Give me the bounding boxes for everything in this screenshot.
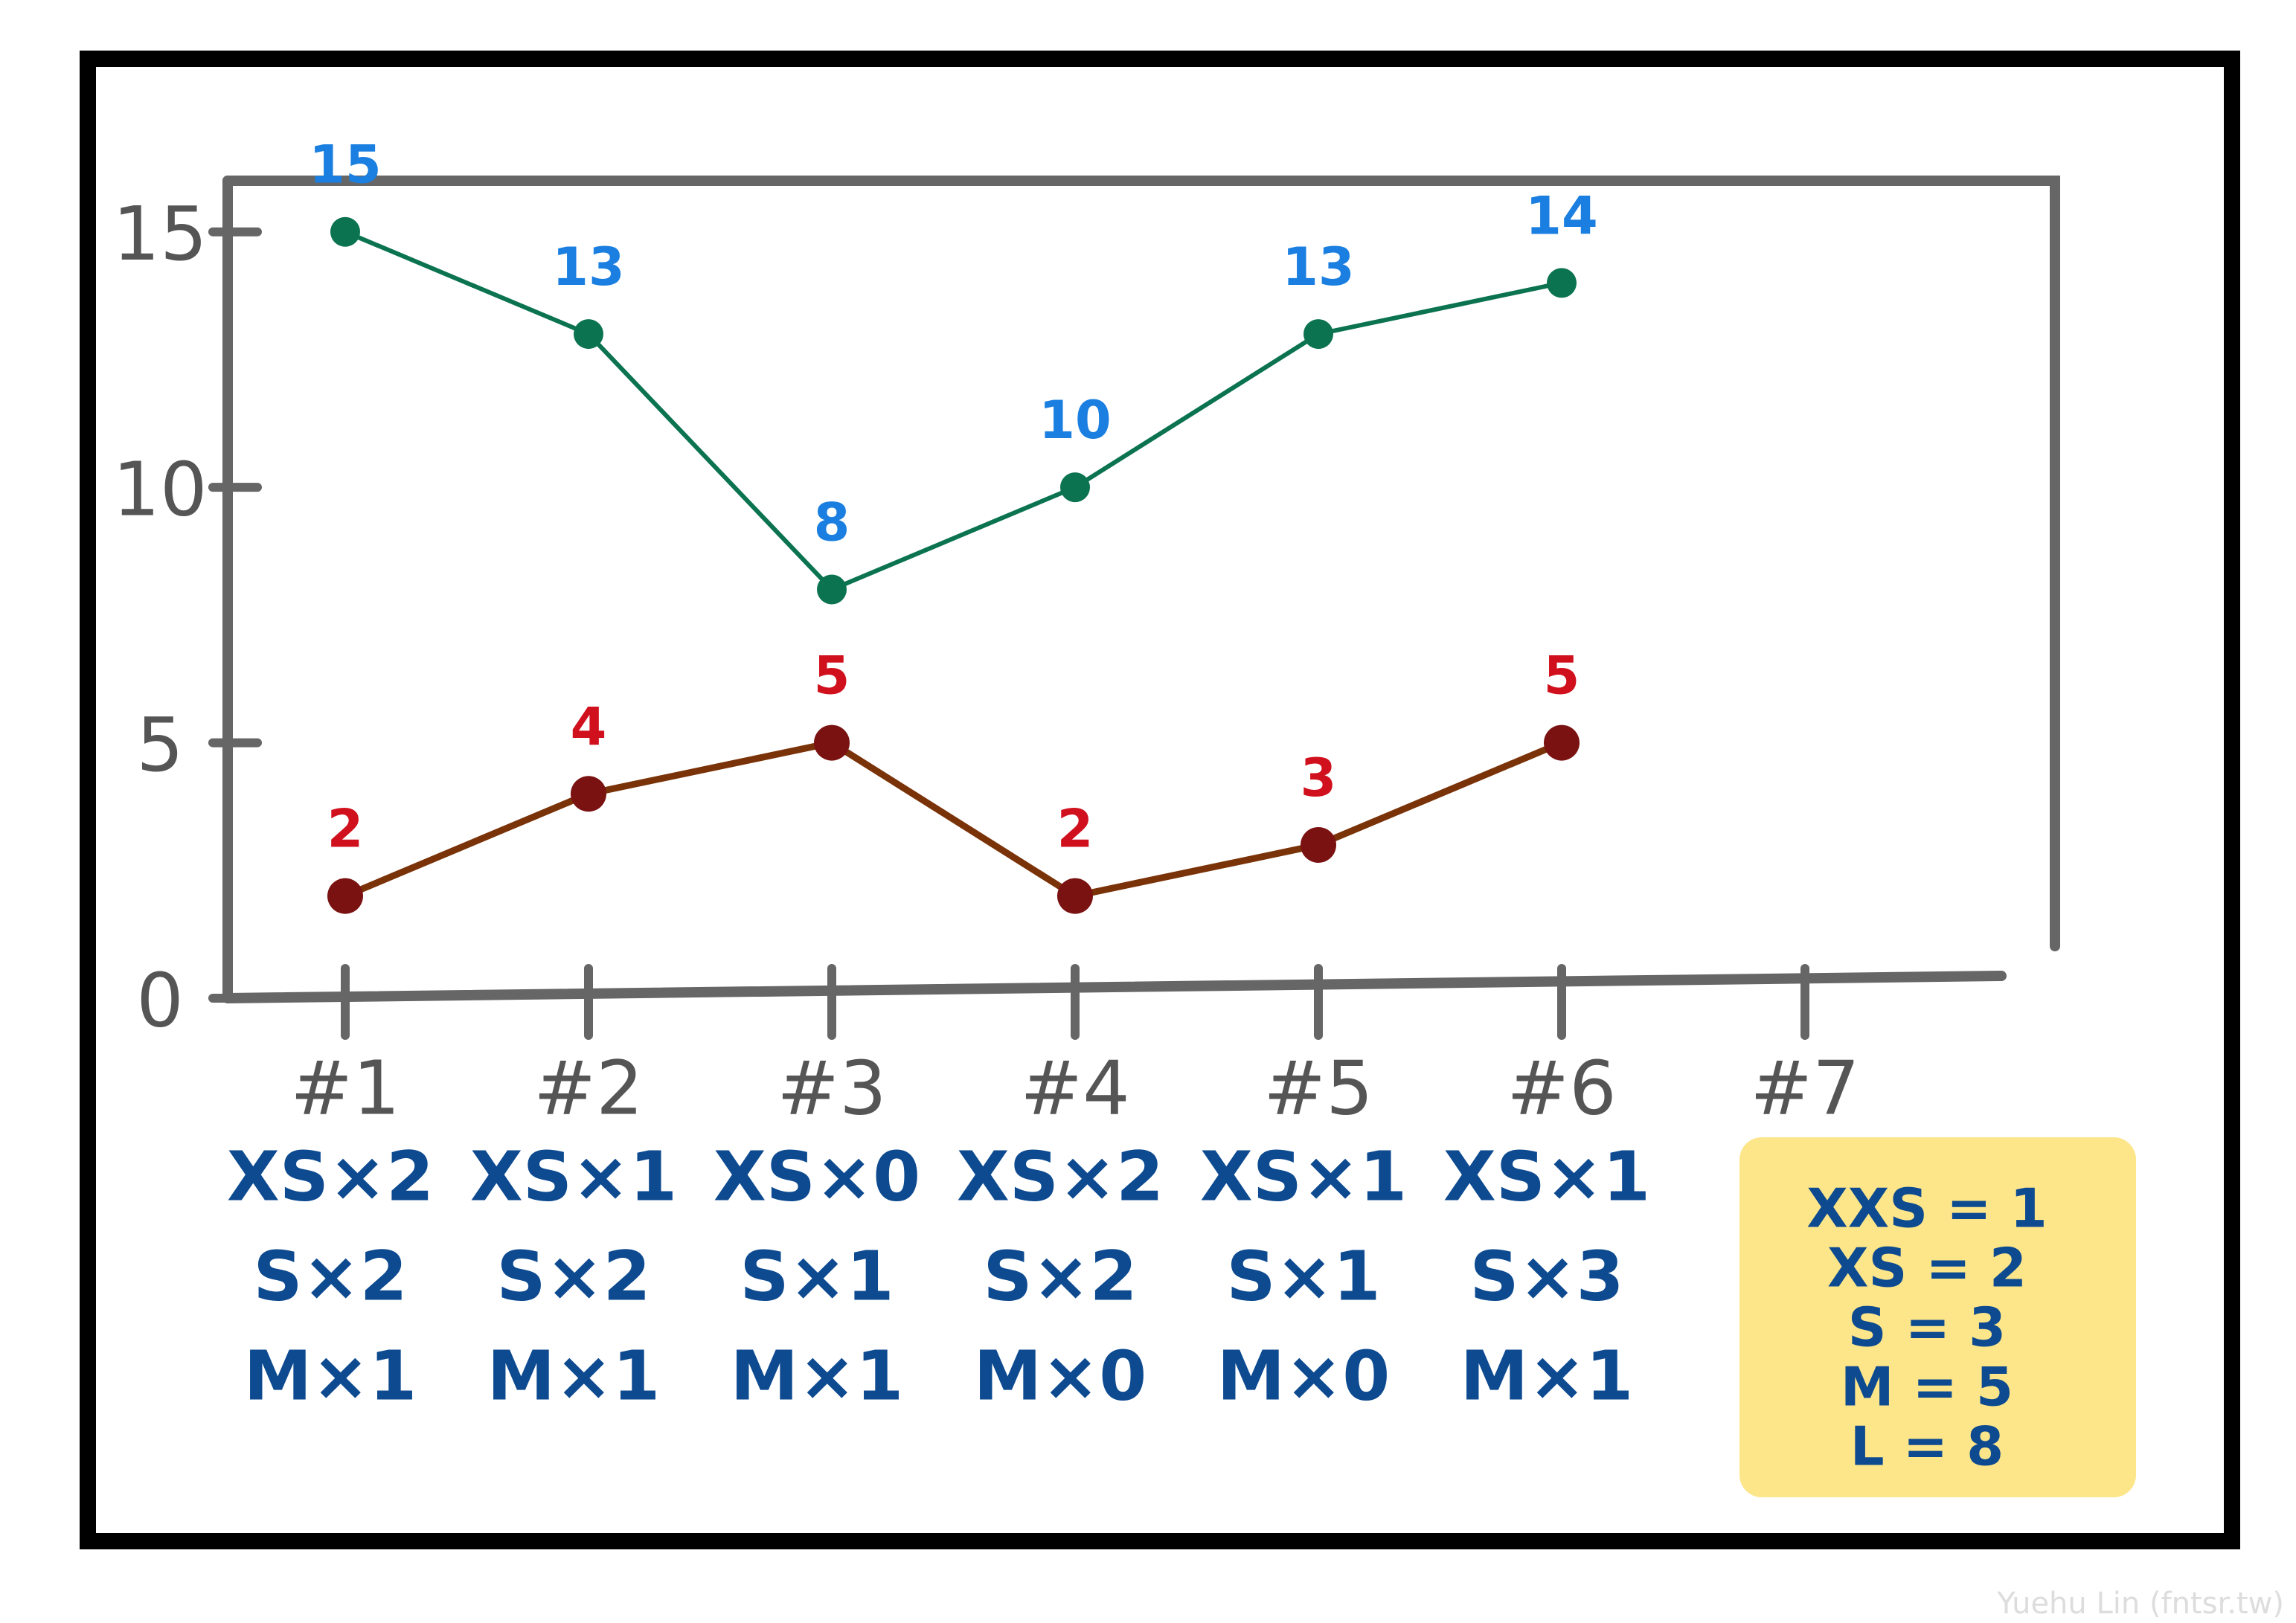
- x-tick-label: #6: [1507, 1044, 1616, 1131]
- size-note: M×1: [244, 1336, 417, 1415]
- size-note: XS×2: [957, 1137, 1164, 1216]
- key-entry: XS = 2: [1827, 1237, 2027, 1299]
- size-note: M×1: [731, 1336, 904, 1415]
- x-tick-label: #5: [1263, 1044, 1373, 1131]
- key-entry: S = 3: [1848, 1296, 2006, 1359]
- point: [1547, 268, 1577, 298]
- series-line: [344, 739, 1563, 900]
- point: [1060, 472, 1090, 503]
- point: [1544, 724, 1580, 761]
- y-tick-label: 0: [136, 957, 184, 1044]
- size-note: XS×2: [227, 1137, 434, 1216]
- data-label: 2: [327, 799, 364, 860]
- point: [1301, 826, 1336, 863]
- key-entry: XXS = 1: [1806, 1177, 2047, 1240]
- size-note: XS×1: [1443, 1137, 1650, 1216]
- point: [814, 724, 850, 761]
- point: [574, 319, 603, 350]
- size-note: S×3: [1469, 1236, 1623, 1316]
- data-label: 13: [552, 237, 624, 298]
- x-axis: [222, 971, 2007, 1003]
- size-note: M×0: [1217, 1336, 1391, 1415]
- size-note: M×0: [974, 1336, 1147, 1415]
- outer-frame: [80, 51, 2240, 1549]
- size-note: XS×1: [470, 1137, 677, 1216]
- data-label: 8: [814, 492, 850, 553]
- x-tick-label: #2: [533, 1044, 643, 1131]
- point: [571, 776, 606, 812]
- data-label: 5: [1544, 646, 1580, 707]
- x-tick-label: #7: [1750, 1044, 1859, 1131]
- point: [817, 574, 847, 605]
- data-label: 2: [1057, 799, 1094, 860]
- key-note: [1739, 1137, 2136, 1497]
- key-entry: L = 8: [1850, 1415, 2004, 1478]
- data-label: 14: [1525, 185, 1597, 246]
- size-note: S×1: [1226, 1236, 1380, 1316]
- data-label: 10: [1039, 390, 1111, 451]
- x-tick-label: #4: [1020, 1044, 1129, 1131]
- size-note: S×2: [983, 1236, 1137, 1316]
- size-note: XS×1: [1200, 1137, 1407, 1216]
- credit: Yuehu Lin (fntsr.tw): [1996, 1587, 2284, 1621]
- point: [1303, 319, 1333, 350]
- y-tick-label: 10: [112, 446, 207, 533]
- x-tick-label: #1: [290, 1044, 400, 1131]
- size-note: M×1: [487, 1336, 661, 1415]
- data-label: 15: [309, 135, 381, 196]
- key-entry: M = 5: [1841, 1356, 2013, 1418]
- size-note: S×2: [496, 1236, 650, 1316]
- y-tick-label: 5: [136, 701, 184, 788]
- y-tick-label: 15: [112, 190, 207, 277]
- size-note: S×1: [740, 1236, 894, 1316]
- size-note: M×1: [1460, 1336, 1634, 1415]
- data-label: 4: [571, 696, 607, 757]
- data-label: 13: [1282, 237, 1354, 298]
- size-note: S×2: [253, 1236, 407, 1316]
- x-tick-label: #3: [777, 1044, 886, 1131]
- data-label: 3: [1301, 748, 1337, 809]
- data-label: 5: [814, 646, 850, 707]
- point: [1057, 878, 1093, 914]
- series-line: [344, 229, 1562, 592]
- point: [327, 878, 363, 914]
- plot-frame: [222, 176, 2060, 951]
- point: [330, 216, 360, 247]
- size-note: XS×0: [714, 1137, 920, 1216]
